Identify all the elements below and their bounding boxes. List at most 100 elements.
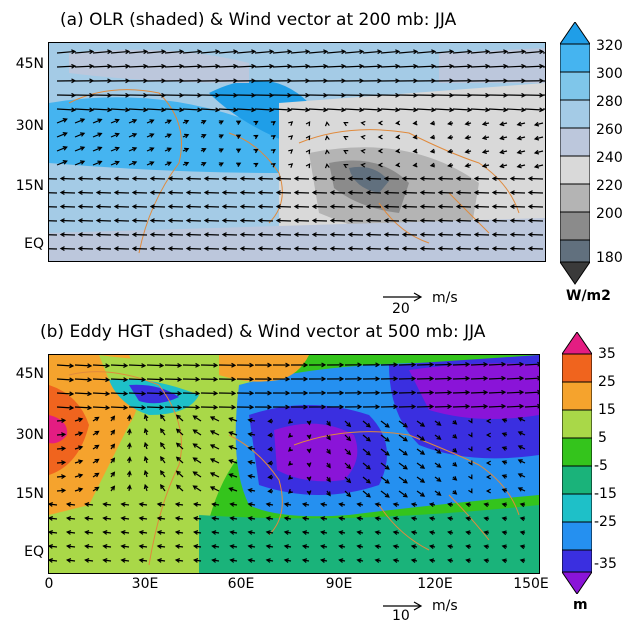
- wind-vector: [85, 545, 94, 548]
- wind-vector-head: [123, 377, 129, 383]
- wind-vector-head: [303, 362, 309, 368]
- wind-vector-head: [195, 390, 201, 396]
- wind-vector-head: [401, 246, 407, 252]
- wind-vector: [402, 219, 418, 222]
- wind-vector-head: [77, 204, 83, 210]
- wind-vector: [204, 247, 220, 250]
- wind-vector-head: [503, 49, 509, 55]
- wind-vector-head: [395, 162, 401, 168]
- wind-vector: [434, 65, 454, 68]
- wind-vector: [132, 219, 148, 222]
- wind-vector: [49, 192, 58, 194]
- wind-vector-head: [77, 246, 83, 252]
- wind-vector-head: [174, 516, 181, 521]
- wind-vector-head: [193, 502, 199, 507]
- wind-vector: [528, 177, 544, 180]
- wind-vector-head: [78, 431, 84, 437]
- wind-vector-head: [320, 516, 326, 521]
- wind-vector-head: [483, 516, 489, 522]
- wind-vector-head: [393, 362, 399, 368]
- wind-vector-head: [365, 246, 371, 252]
- wind-vector: [452, 65, 472, 68]
- wind-vector-head: [229, 544, 235, 549]
- wind-vector-head: [110, 429, 116, 435]
- wind-vector-head: [65, 501, 72, 507]
- wind-vector-head: [509, 176, 515, 182]
- wind-vector: [110, 147, 119, 152]
- wind-vector-head: [126, 428, 132, 434]
- wind-vector-head: [149, 133, 155, 138]
- wind-vector: [222, 191, 238, 194]
- wind-vector-head: [501, 544, 507, 550]
- wind-vector: [150, 205, 166, 208]
- wind-vector-head: [473, 246, 479, 252]
- panel-b-lon-60e: 60E: [227, 576, 255, 592]
- wind-vector-head: [65, 529, 72, 535]
- wind-vector: [290, 65, 310, 68]
- wind-vector-head: [143, 483, 149, 490]
- wind-vector-head: [283, 558, 289, 563]
- wind-vector-head: [365, 436, 371, 442]
- wind-vector-head: [229, 502, 235, 507]
- wind-vector-head: [247, 516, 253, 521]
- wind-vector-head: [107, 107, 113, 113]
- wind-vector-head: [78, 459, 84, 465]
- wind-vector-head: [410, 516, 417, 522]
- wind-vector-head: [184, 119, 190, 125]
- wind-vector: [308, 108, 328, 111]
- wind-vector-head: [267, 362, 273, 368]
- wind-vector-head: [346, 422, 352, 428]
- wind-vector-head: [374, 530, 380, 535]
- wind-vector-head: [311, 232, 317, 238]
- wind-vector: [78, 247, 94, 250]
- wind-vector: [96, 219, 112, 222]
- wind-vector-head: [167, 246, 173, 252]
- wind-vector: [60, 177, 76, 180]
- wind-vector-head: [287, 63, 293, 69]
- wind-vector: [92, 378, 110, 381]
- panel-b-map: [48, 354, 540, 574]
- wind-vector-head: [94, 458, 100, 464]
- wind-vector-head: [509, 232, 515, 238]
- wind-vector-head: [346, 450, 352, 456]
- wind-vector: [56, 50, 76, 54]
- wind-vector-head: [285, 404, 291, 410]
- wind-vector: [229, 473, 238, 478]
- wind-vector-head: [78, 445, 84, 451]
- wind-vector: [398, 65, 418, 68]
- wind-vector-head: [447, 530, 453, 536]
- wind-vector-head: [160, 414, 165, 420]
- wind-vector-head: [174, 544, 181, 549]
- wind-vector: [312, 191, 328, 194]
- wind-vector: [85, 559, 94, 562]
- wind-vector-head: [213, 362, 219, 368]
- wind-vector-head: [287, 446, 293, 452]
- wind-vector-head: [347, 204, 353, 210]
- wind-vector-head: [247, 417, 253, 423]
- wind-vector-head: [229, 516, 235, 521]
- wind-vector-head: [499, 121, 505, 127]
- wind-vector-head: [149, 204, 155, 210]
- wind-vector-head: [360, 134, 366, 140]
- wind-vector-head: [481, 163, 488, 169]
- wind-vector: [132, 177, 148, 180]
- panel-b-cbar-neg5: -5: [594, 458, 608, 474]
- wind-vector-head: [429, 120, 435, 126]
- wind-vector-head: [229, 558, 235, 563]
- wind-vector-head: [455, 176, 461, 182]
- wind-vector: [528, 219, 544, 222]
- wind-vector: [534, 122, 544, 126]
- wind-vector-head: [59, 176, 65, 182]
- wind-vector-head: [203, 246, 209, 252]
- wind-vector: [366, 233, 382, 236]
- wind-vector: [103, 503, 112, 506]
- wind-vector-head: [395, 134, 401, 140]
- wind-vector-head: [491, 176, 497, 182]
- wind-vector: [186, 233, 202, 236]
- wind-vector-head: [395, 49, 401, 55]
- wind-vector: [510, 205, 526, 208]
- wind-vector: [344, 65, 364, 68]
- wind-vector-head: [69, 405, 75, 411]
- wind-vector-head: [449, 107, 455, 113]
- wind-vector-head: [431, 63, 437, 69]
